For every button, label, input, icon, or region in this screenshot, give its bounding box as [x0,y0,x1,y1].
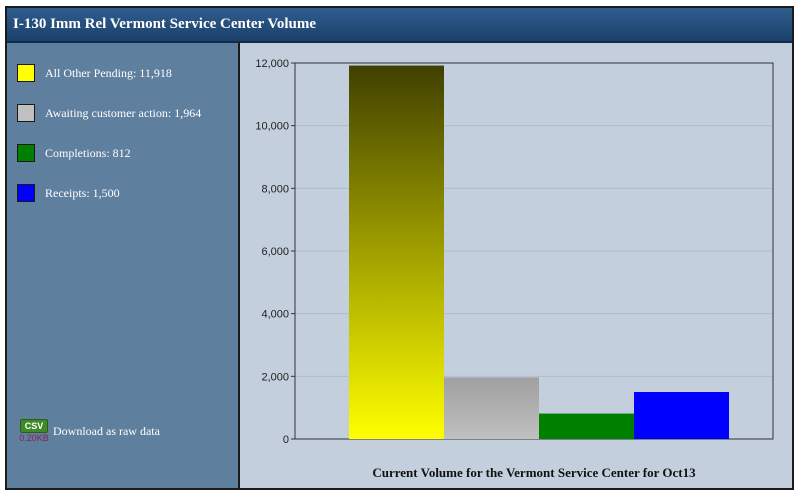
legend-swatch [17,104,35,122]
y-tick-label: 0 [283,434,289,446]
y-tick-label: 12,000 [255,58,289,70]
y-tick-label: 4,000 [261,309,289,321]
csv-file-size: 0.20KB [19,433,49,443]
legend-item-completions: Completions: 812 [17,142,131,164]
legend-item-awaiting-customer-action: Awaiting customer action: 1,964 [17,102,201,124]
legend-label: All Other Pending: 11,918 [45,65,172,80]
bar-awaiting-customer-action [444,377,539,439]
bar-receipts [634,392,729,439]
csv-icon[interactable]: CSV 0.20KB [17,419,51,443]
chart-title: Current Volume for the Vermont Service C… [372,465,696,480]
bar-chart: 0 2,000 4,000 6,000 8,000 10,000 12,000 Current… [255,58,774,480]
legend-label: Awaiting customer action: 1,964 [45,105,202,120]
download-label[interactable]: Download as raw data [53,424,160,438]
legend-sidebar: All Other Pending: 11,918 Awaiting custo… [7,43,240,488]
legend-swatch [17,144,35,162]
y-tick-label: 8,000 [261,183,289,195]
y-tick-label: 10,000 [255,121,289,133]
csv-badge[interactable]: CSV [19,419,49,433]
window-title: I-130 Imm Rel Vermont Service Center Vol… [7,8,792,43]
legend-swatch [17,184,35,202]
legend-item-receipts: Receipts: 1,500 [17,182,120,204]
legend-item-all-other-pending: All Other Pending: 11,918 [17,62,172,84]
legend-label: Completions: 812 [45,145,131,160]
bar-completions [539,413,634,439]
legend-swatch [17,64,35,82]
legend-label: Receipts: 1,500 [45,185,120,200]
chart-window: I-130 Imm Rel Vermont Service Center Vol… [5,6,794,490]
chart-area: 0 2,000 4,000 6,000 8,000 10,000 12,000 Current… [240,43,792,488]
bar-all-other-pending [349,65,444,439]
download-csv-link[interactable]: CSV 0.20KB Download as raw data [17,419,160,443]
y-tick-label: 6,000 [261,246,289,258]
y-tick-label: 2,000 [261,371,289,383]
